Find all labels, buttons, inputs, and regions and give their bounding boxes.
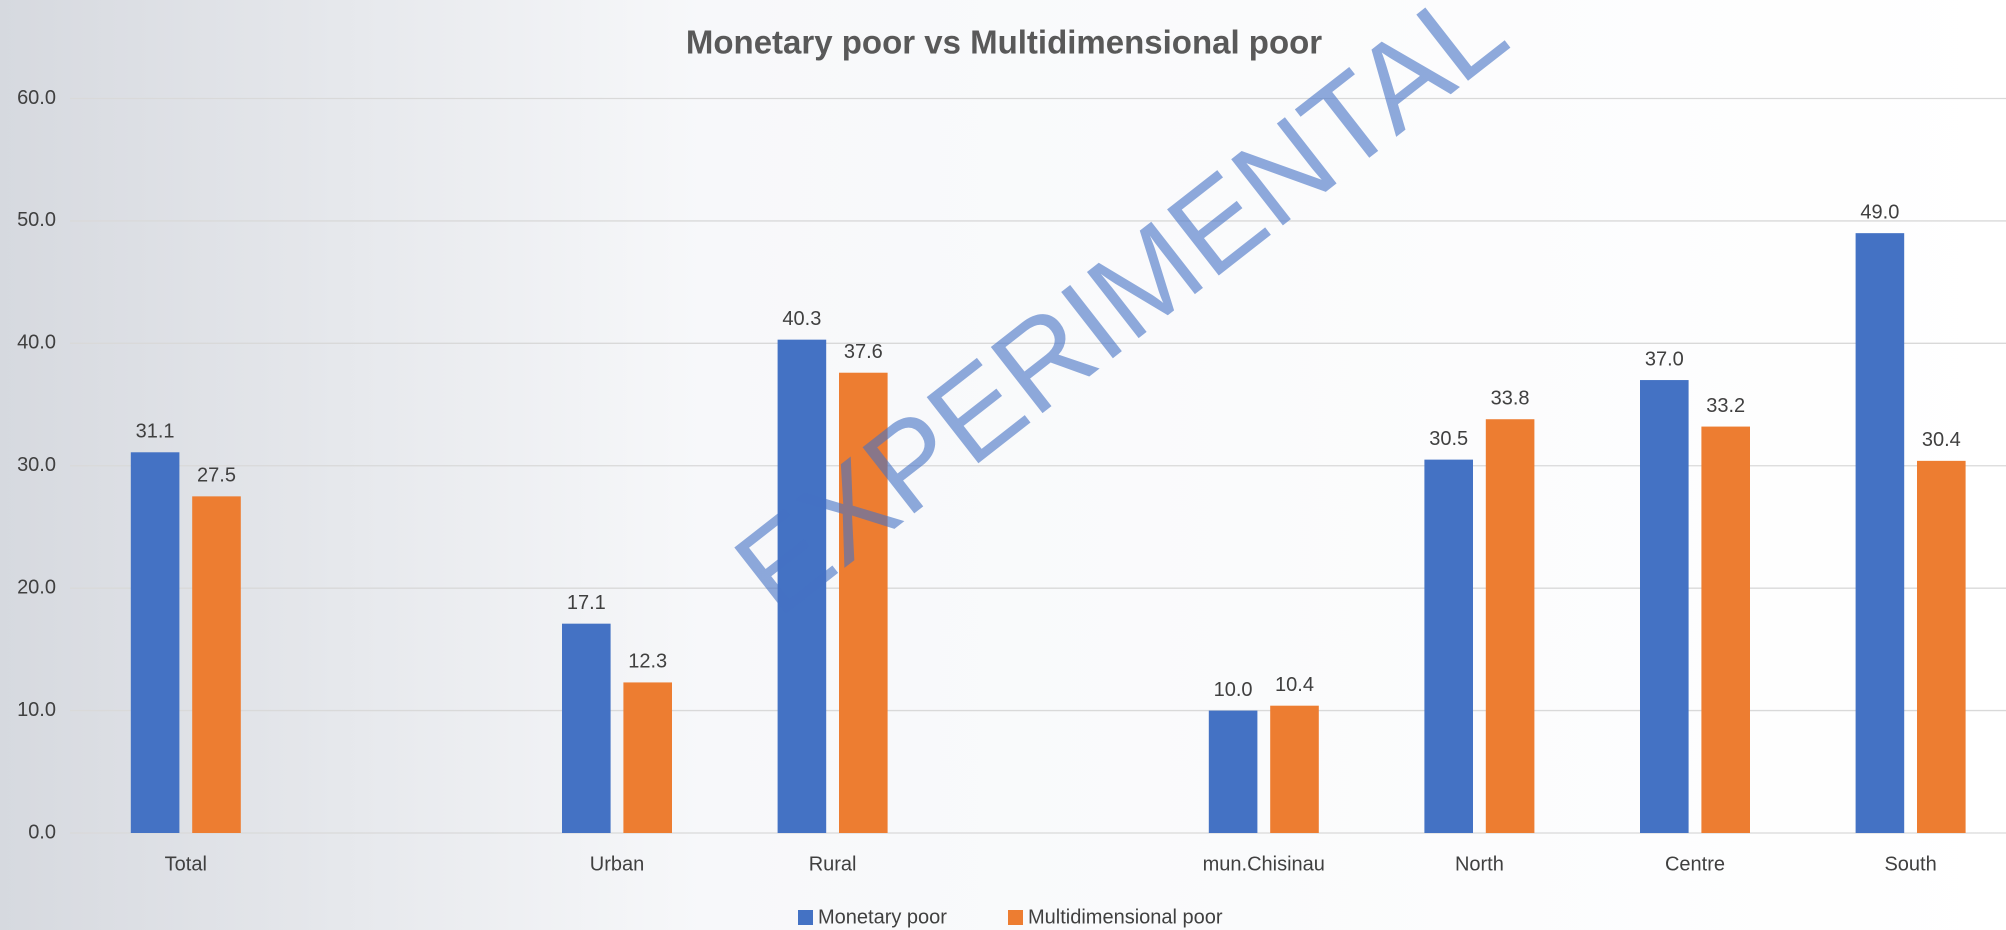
bar bbox=[192, 496, 241, 833]
data-label: 10.4 bbox=[1275, 674, 1314, 696]
legend-swatch bbox=[1008, 910, 1023, 925]
y-tick-label: 10.0 bbox=[17, 699, 56, 721]
bar bbox=[562, 623, 611, 833]
y-tick-label: 50.0 bbox=[17, 209, 56, 231]
data-label: 37.6 bbox=[844, 341, 883, 363]
bar bbox=[1855, 233, 1905, 834]
bar bbox=[1917, 460, 1966, 833]
bar bbox=[777, 339, 827, 833]
x-tick-label: North bbox=[1455, 853, 1504, 875]
bar bbox=[839, 372, 888, 833]
x-tick-label: Rural bbox=[809, 853, 857, 875]
y-tick-label: 0.0 bbox=[28, 821, 56, 843]
bar bbox=[623, 682, 672, 833]
legend-swatch bbox=[798, 910, 813, 925]
data-label: 12.3 bbox=[628, 651, 667, 673]
chart-title: Monetary poor vs Multidimensional poor bbox=[686, 24, 1322, 61]
data-label: 27.5 bbox=[197, 465, 236, 487]
bar bbox=[1485, 419, 1535, 833]
y-tick-label: 20.0 bbox=[17, 576, 56, 598]
y-tick-label: 30.0 bbox=[17, 454, 56, 476]
x-tick-label: South bbox=[1884, 853, 1936, 875]
bar bbox=[1424, 459, 1473, 833]
y-tick-label: 40.0 bbox=[17, 332, 56, 354]
x-tick-label: Urban bbox=[590, 853, 644, 875]
y-tick-label: 60.0 bbox=[17, 87, 56, 109]
data-label: 17.1 bbox=[567, 592, 606, 614]
bar bbox=[1701, 426, 1750, 833]
data-label: 30.4 bbox=[1922, 429, 1961, 451]
bar bbox=[1270, 705, 1319, 833]
bar bbox=[130, 452, 180, 833]
legend-label: Monetary poor bbox=[818, 906, 947, 928]
data-label: 10.0 bbox=[1214, 679, 1253, 701]
data-label: 33.8 bbox=[1491, 388, 1530, 410]
data-label: 31.1 bbox=[136, 421, 175, 443]
data-label: 49.0 bbox=[1860, 201, 1899, 223]
x-tick-label: mun.Chisinau bbox=[1203, 853, 1325, 875]
legend-label: Multidimensional poor bbox=[1028, 906, 1223, 928]
plot-area: 0.0 10.0 20.0 30.0 40.0 50.0 60.0 Total 31.1 27.5… bbox=[17, 87, 2006, 928]
data-label: 37.0 bbox=[1645, 348, 1684, 370]
bar bbox=[1208, 710, 1258, 833]
bar bbox=[1640, 380, 1689, 833]
data-label: 30.5 bbox=[1429, 428, 1468, 450]
data-label: 40.3 bbox=[782, 308, 821, 330]
data-label: 33.2 bbox=[1706, 395, 1745, 417]
x-tick-label: Centre bbox=[1665, 853, 1725, 875]
x-tick-label: Total bbox=[165, 853, 207, 875]
